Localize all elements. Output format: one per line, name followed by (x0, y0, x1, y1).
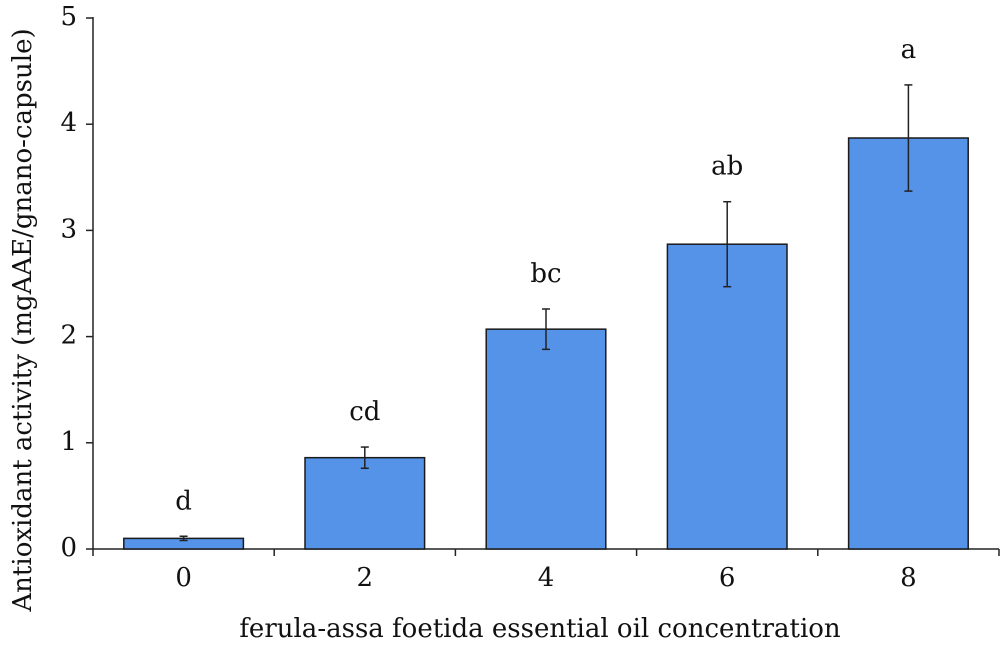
x-axis-title: ferula-assa foetida essential oil concen… (239, 614, 841, 644)
x-tick-label: 0 (175, 563, 192, 593)
x-tick-label: 2 (357, 563, 374, 593)
error-bar (904, 84, 913, 192)
error-bar (360, 446, 369, 470)
y-tick-label: 1 (60, 427, 77, 457)
x-tick-label: 6 (719, 563, 736, 593)
annotation: bc (530, 259, 561, 289)
x-tick-label: 4 (538, 563, 555, 593)
bar (304, 456, 426, 550)
x-tick-label: 8 (900, 563, 917, 593)
annotation: cd (349, 397, 380, 427)
bar (485, 328, 607, 550)
annotation: d (175, 486, 192, 516)
y-tick-label: 5 (60, 2, 77, 32)
y-tick-label: 0 (60, 533, 77, 563)
bar (666, 243, 788, 550)
error-bar (542, 308, 550, 351)
y-tick-label: 4 (60, 108, 77, 138)
annotation: ab (711, 152, 743, 182)
error-bar (179, 535, 188, 542)
y-tick-label: 2 (60, 321, 77, 351)
annotation: a (901, 35, 917, 65)
y-tick-label: 3 (60, 214, 77, 244)
error-bar (723, 200, 732, 288)
bar (847, 137, 969, 550)
y-axis-title: Antioxidant activity (mgAAE/gnano-capsul… (8, 28, 38, 612)
